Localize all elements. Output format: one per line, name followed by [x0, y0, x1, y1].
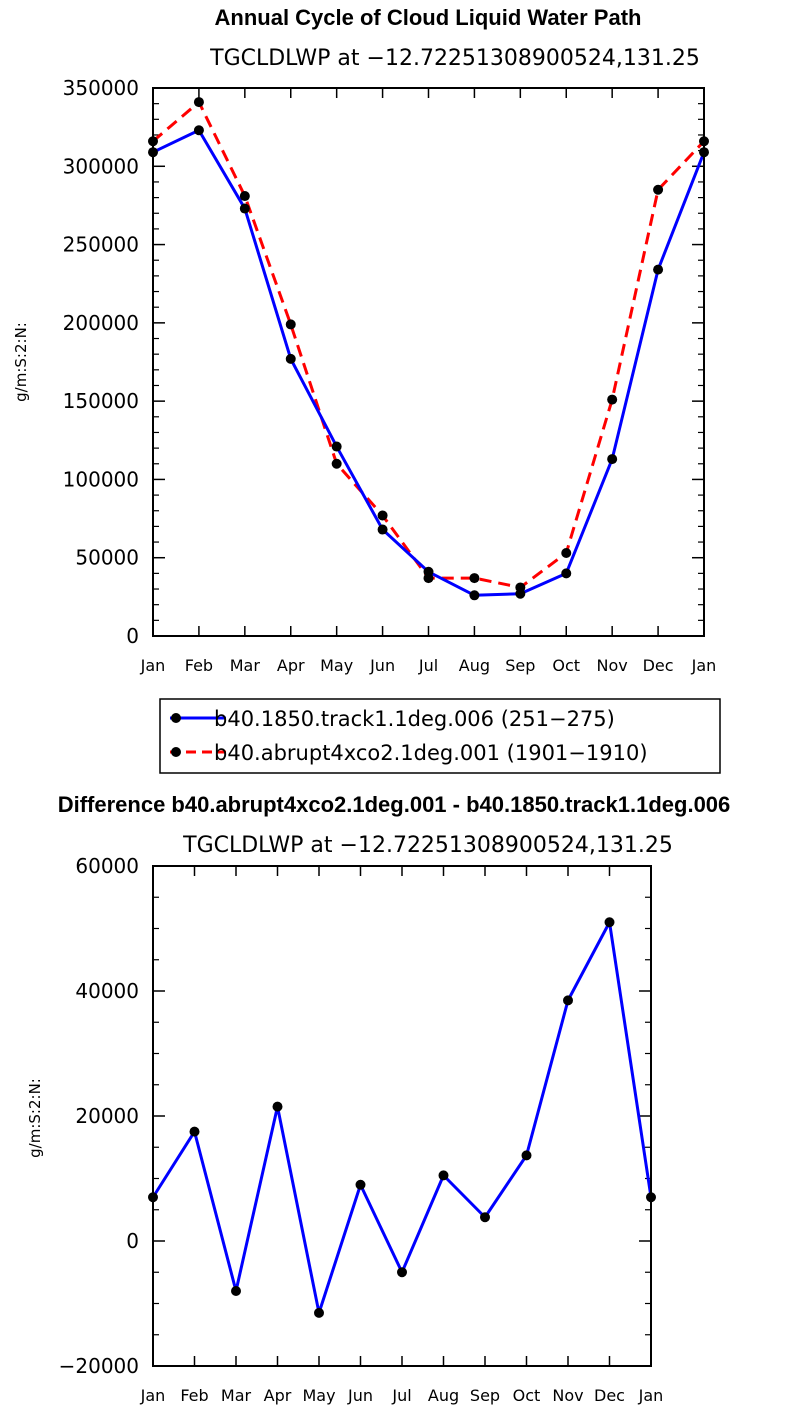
- data-point: [239, 191, 250, 202]
- x-tick-label: Aug: [428, 1386, 459, 1405]
- x-tick-label: Jan: [140, 1386, 166, 1405]
- x-tick-label: Apr: [277, 656, 305, 675]
- x-tick-labels: Jan Feb Mar Apr May Jun Jul Aug Sep Oct Nov Dec Jan: [140, 656, 717, 675]
- y-tick-label: 20000: [75, 1104, 139, 1128]
- data-point: [653, 264, 664, 275]
- chart-title: Annual Cycle of Cloud Liquid Water Path: [215, 5, 642, 30]
- x-tick-label: Mar: [230, 656, 261, 675]
- y-tick-label: 50000: [75, 546, 139, 570]
- x-tick-label: Oct: [552, 656, 580, 675]
- x-tick-label: Jan: [140, 656, 166, 675]
- tick-marks: [152, 865, 652, 1367]
- x-tick-label: Nov: [552, 1386, 583, 1405]
- plot-frame: [152, 865, 652, 1367]
- data-point: [331, 441, 342, 452]
- legend-marker-control: [171, 713, 181, 723]
- legend: b40.1850.track1.1deg.006 (251−275) b40.a…: [159, 698, 721, 774]
- legend-label-abrupt4xco2: b40.abrupt4xco2.1deg.001 (1901−1910): [214, 741, 648, 765]
- data-point: [314, 1307, 324, 1318]
- data-point: [331, 458, 342, 469]
- y-axis-label: g/m:S:2:N:: [12, 322, 30, 402]
- data-point: [193, 97, 204, 108]
- x-tick-label: Feb: [185, 656, 213, 675]
- data-point: [231, 1286, 241, 1296]
- series-line-1: [152, 100, 706, 589]
- data-point: [521, 1150, 532, 1161]
- legend-marker-abrupt4xco2: [171, 747, 181, 757]
- y-tick-label: 300000: [63, 154, 139, 178]
- series-group: [148, 97, 709, 601]
- data-point: [239, 203, 250, 214]
- x-tick-label: Sep: [470, 1386, 500, 1405]
- legend-box: [159, 698, 721, 774]
- data-point: [272, 1101, 283, 1112]
- chart-subtitle: TGCLDLWP at −12.72251308900524,131.25: [182, 833, 673, 858]
- x-tick-label: Aug: [459, 656, 490, 675]
- y-tick-label: −20000: [59, 1354, 139, 1378]
- x-tick-label: Nov: [597, 656, 628, 675]
- y-tick-label: 60000: [75, 854, 139, 878]
- y-tick-label: 100000: [63, 467, 139, 491]
- chart-title: Difference b40.abrupt4xco2.1deg.001 - b4…: [58, 792, 731, 817]
- data-point: [397, 1267, 407, 1278]
- data-point: [469, 590, 480, 601]
- data-point: [561, 568, 572, 579]
- x-tick-label: Sep: [505, 656, 535, 675]
- y-tick-label: 200000: [63, 311, 139, 335]
- data-point: [285, 319, 296, 330]
- data-point: [653, 184, 664, 195]
- data-point: [377, 524, 388, 535]
- x-tick-label: May: [320, 656, 353, 675]
- y-tick-label: 0: [126, 624, 139, 648]
- data-point: [189, 1126, 200, 1137]
- data-point: [563, 995, 573, 1006]
- data-point: [607, 454, 618, 465]
- x-tick-label: Jun: [347, 1386, 373, 1405]
- data-point: [515, 582, 526, 593]
- x-tick-label: Feb: [180, 1386, 208, 1405]
- y-tick-label: 350000: [63, 76, 139, 100]
- data-point: [438, 1170, 449, 1181]
- x-tick-label: Dec: [643, 656, 674, 675]
- y-tick-label: 40000: [75, 979, 139, 1003]
- y-tick-label: 0: [126, 1229, 139, 1253]
- plot-frame: [152, 87, 705, 637]
- data-point: [469, 573, 480, 584]
- data-point: [285, 353, 296, 364]
- x-tick-label: Jun: [369, 656, 395, 675]
- x-tick-label: Mar: [221, 1386, 252, 1405]
- annual-cycle-chart: Annual Cycle of Cloud Liquid Water Path …: [12, 5, 716, 675]
- x-tick-label: Jan: [691, 656, 717, 675]
- difference-chart: Difference b40.abrupt4xco2.1deg.001 - b4…: [26, 792, 730, 1405]
- chart-subtitle: TGCLDLWP at −12.72251308900524,131.25: [209, 46, 700, 71]
- data-point: [193, 125, 204, 136]
- data-point: [604, 917, 615, 928]
- series-line-0: [151, 920, 653, 1315]
- y-tick-label: 250000: [63, 233, 139, 257]
- data-point: [561, 548, 572, 559]
- y-tick-label: 150000: [63, 389, 139, 413]
- x-tick-label: Jan: [638, 1386, 664, 1405]
- data-point: [480, 1212, 490, 1223]
- data-point: [355, 1179, 366, 1190]
- x-tick-label: Oct: [513, 1386, 541, 1405]
- series-group: [148, 917, 656, 1318]
- x-tick-label: Apr: [264, 1386, 292, 1405]
- data-point: [377, 510, 388, 521]
- data-point: [607, 394, 618, 405]
- x-tick-label: Jul: [391, 1386, 411, 1405]
- y-tick-labels: −20000 0 20000 40000 60000: [59, 854, 139, 1378]
- series-line-0: [152, 128, 706, 597]
- x-tick-label: May: [302, 1386, 335, 1405]
- x-tick-label: Jul: [418, 656, 438, 675]
- data-point: [423, 573, 434, 584]
- legend-label-control: b40.1850.track1.1deg.006 (251−275): [214, 707, 615, 731]
- tick-marks: [152, 87, 705, 637]
- y-axis-label: g/m:S:2:N:: [26, 1078, 44, 1158]
- x-tick-labels: Jan Feb Mar Apr May Jun Jul Aug Sep Oct Nov Dec Jan: [140, 1386, 664, 1405]
- y-tick-labels: 0 50000 100000 150000 200000 250000 300000 3500…: [63, 76, 139, 648]
- x-tick-label: Dec: [594, 1386, 625, 1405]
